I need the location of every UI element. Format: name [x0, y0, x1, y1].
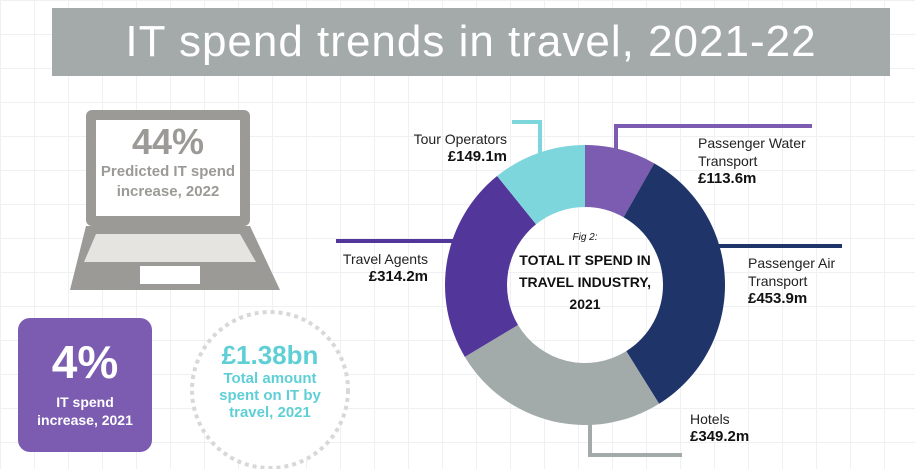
segment-label: Passenger Air Transport £453.9m	[748, 254, 858, 308]
value-label: £349.2m	[690, 428, 750, 445]
chart-title: TOTAL IT SPEND IN TRAVEL INDUSTRY, 2021	[519, 252, 651, 312]
stat-figure: £1.38bn	[221, 340, 319, 370]
stat: 4% IT spend increase, 2021	[18, 335, 152, 433]
stat-figure: 4%	[51, 336, 119, 388]
donut-center: Fig 2: TOTAL IT SPEND IN TRAVEL INDUSTRY…	[505, 232, 665, 315]
value-label: £149.1m	[447, 148, 507, 165]
segment-label: Hotels £349.2m	[690, 410, 810, 446]
donut-segment	[585, 145, 655, 218]
category-name: Hotels	[690, 411, 730, 427]
figure-label: Fig 2:	[572, 232, 598, 243]
category-name: Travel Agents	[342, 251, 428, 267]
donut-segment	[445, 176, 537, 357]
donut-segment	[623, 163, 725, 404]
donut-segment	[497, 145, 585, 225]
stat-caption: Predicted IT spend increase, 2022	[100, 163, 236, 200]
leader-line	[512, 120, 542, 165]
category-name: Passenger Water Transport	[698, 135, 806, 169]
segment-label: Tour Operators £149.1m	[380, 130, 507, 166]
stat: 44% Predicted IT spend increase, 2022	[96, 122, 240, 202]
stat-circle	[190, 310, 350, 469]
category-name: Passenger Air Transport	[748, 255, 836, 289]
stat-caption: Total amount spent on IT by travel, 2021	[219, 370, 321, 421]
donut	[336, 120, 842, 457]
value-label: £314.2m	[368, 268, 428, 285]
title: IT spend trends in travel, 2021-22	[52, 8, 890, 76]
stat: £1.38bn Total amount spent on IT by trav…	[200, 340, 340, 421]
donut-segment	[464, 325, 660, 425]
laptop	[70, 110, 280, 290]
stat-box	[18, 318, 152, 452]
stat-caption: IT spend increase, 2021	[37, 394, 133, 428]
category-name: Tour Operators	[413, 131, 507, 147]
stat-figure: 44%	[131, 121, 205, 162]
value-label: £113.6m	[698, 170, 757, 187]
segment-label: Passenger Water Transport £113.6m	[698, 134, 828, 188]
value-label: £453.9m	[748, 290, 808, 307]
leader-line	[588, 420, 682, 457]
segment-label: Travel Agents £314.2m	[300, 250, 428, 286]
